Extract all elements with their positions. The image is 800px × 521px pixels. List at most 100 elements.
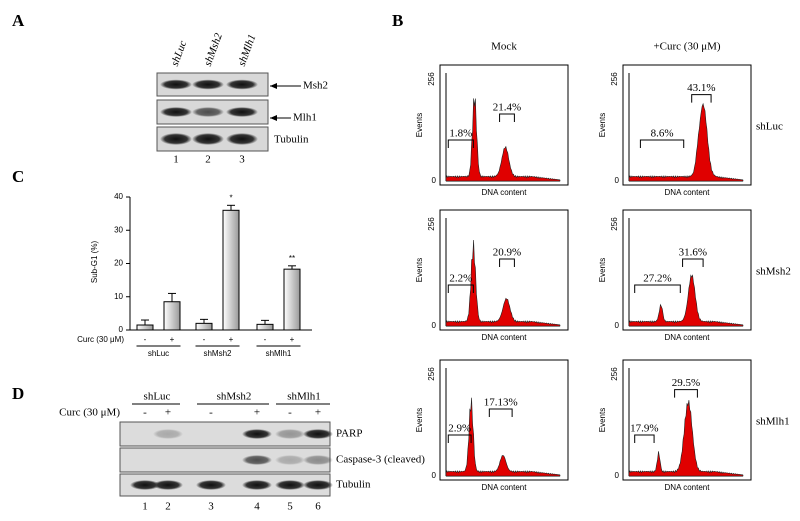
lane-label: shMlh1 (236, 33, 259, 68)
bracket (447, 284, 474, 293)
axis-top: 256 (427, 217, 436, 231)
axis-title: DNA content (482, 483, 528, 492)
percent-label: 17.9% (630, 422, 658, 434)
axis-bottom: 0 (615, 176, 620, 185)
row-label: shMsh2 (756, 266, 791, 278)
axis-title: Events (598, 258, 607, 282)
bracket (488, 408, 513, 418)
blot-band (160, 133, 192, 145)
percent-label: 17.13% (484, 397, 518, 409)
axis-title: DNA content (482, 333, 528, 342)
blot-band (303, 429, 333, 439)
axis-top: 256 (610, 217, 619, 231)
bar (283, 268, 301, 331)
lane-number: 5 (287, 501, 293, 513)
bracket (691, 94, 712, 103)
panel-label: C (12, 167, 24, 186)
lane-number: 3 (239, 154, 245, 166)
blot-band (303, 455, 333, 465)
bar (163, 301, 181, 331)
treatment-label: - (209, 407, 213, 419)
lane-number: 1 (173, 154, 179, 166)
bracket (634, 284, 681, 293)
y-axis-title: Sub-G1 (%) (90, 241, 99, 284)
axis-bottom: 0 (432, 321, 437, 330)
blot-band (226, 133, 258, 145)
blot-band (226, 79, 258, 90)
bracket (499, 113, 515, 123)
percent-label: 27.2% (643, 272, 671, 284)
group-label: shMsh2 (203, 349, 232, 358)
blot-band (153, 480, 183, 490)
blot-band (275, 455, 305, 465)
axis-bottom: 0 (432, 471, 437, 480)
axis-top: 256 (610, 367, 619, 381)
arrow-head (270, 83, 277, 89)
blot-band (192, 107, 224, 117)
blot-band (196, 480, 226, 490)
percent-label: 21.4% (493, 102, 521, 114)
band-label: PARP (336, 428, 363, 440)
bracket (634, 434, 655, 443)
histogram-frame (622, 64, 752, 186)
y-tick-label: 0 (119, 325, 124, 334)
blot-band (153, 429, 183, 439)
y-tick-label: 10 (114, 292, 123, 301)
treatment-label: - (143, 407, 147, 419)
annotation: ** (289, 254, 295, 263)
axis-top: 256 (610, 72, 619, 86)
axis-title: Events (415, 113, 424, 137)
blot-band (226, 107, 258, 117)
bracket (639, 139, 685, 148)
band-label: Tubulin (274, 134, 309, 146)
histogram-fill (628, 399, 744, 477)
treatment-label: + (254, 407, 260, 419)
percent-label: 8.6% (651, 127, 674, 139)
arrow-head (270, 115, 277, 121)
axis-title: DNA content (665, 188, 711, 197)
lane-number: 1 (142, 501, 148, 513)
group-label: shMlh1 (287, 391, 321, 403)
percent-label: 31.6% (679, 247, 707, 259)
blot-band (242, 455, 272, 465)
percent-label: 2.2% (449, 272, 472, 284)
histogram-fill (445, 397, 561, 477)
blot-band (160, 79, 192, 90)
axis-bottom: 0 (615, 321, 620, 330)
treatment-label: - (288, 407, 292, 419)
treatment-label: + (315, 407, 321, 419)
histogram: 2.2% 20.9% Events 256 0 DNA content (415, 209, 569, 342)
group-label: shMsh2 (217, 391, 252, 403)
group-label: shLuc (144, 391, 171, 403)
lane-number: 4 (254, 501, 260, 513)
axis-title: DNA content (665, 483, 711, 492)
axis-title: Events (415, 408, 424, 432)
x-tick-label: - (144, 335, 147, 344)
axis-title: DNA content (665, 333, 711, 342)
bracket (499, 258, 515, 268)
histogram: 2.9% 17.13% Events 256 0 DNA content (415, 359, 569, 492)
percent-label: 29.5% (672, 377, 700, 389)
axis-title: Events (598, 113, 607, 137)
x-tick-label: - (264, 335, 267, 344)
percent-label: 2.9% (448, 422, 471, 434)
blot-band (130, 480, 160, 490)
bar (195, 322, 213, 331)
histogram-fill (628, 274, 744, 327)
bracket (447, 434, 472, 443)
column-header: +Curc (30 μM) (653, 41, 720, 53)
y-tick-label: 40 (114, 192, 123, 201)
bracket (447, 139, 474, 148)
histogram: 17.9% 29.5% Events 256 0 DNA content (598, 359, 752, 492)
row-label: shMlh1 (756, 416, 790, 428)
lane-number: 6 (315, 501, 321, 513)
axis-bottom: 0 (615, 471, 620, 480)
x-tick-label: + (170, 335, 175, 344)
histogram: 27.2% 31.6% Events 256 0 DNA content (598, 209, 752, 342)
axis-title: Events (598, 408, 607, 432)
blot-band (160, 107, 192, 117)
y-tick-label: 30 (114, 225, 123, 234)
blot-band (242, 480, 272, 490)
band-label: Mlh1 (293, 112, 317, 124)
